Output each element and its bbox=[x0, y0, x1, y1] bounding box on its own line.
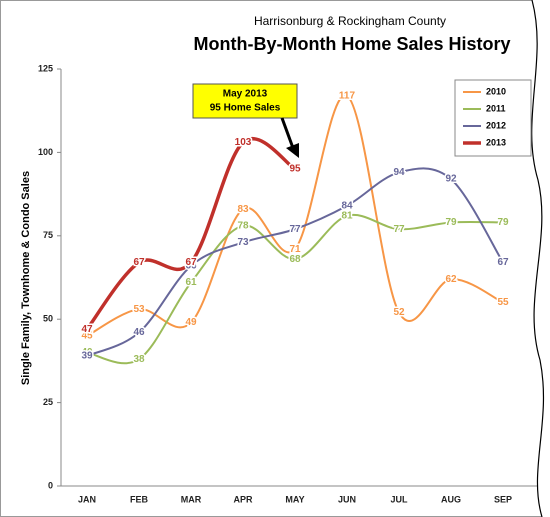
legend-label: 2011 bbox=[486, 103, 506, 113]
data-label: 68 bbox=[289, 254, 301, 265]
data-label: 78 bbox=[237, 220, 249, 231]
data-label: 77 bbox=[289, 224, 301, 235]
data-label: 67 bbox=[133, 257, 145, 268]
data-label: 103 bbox=[235, 137, 252, 148]
annotation-box bbox=[192, 83, 298, 119]
x-tick-label: JAN bbox=[78, 494, 96, 504]
data-label: 94 bbox=[393, 167, 405, 178]
data-label: 55 bbox=[497, 297, 509, 308]
data-label: 38 bbox=[133, 354, 145, 365]
y-tick-label: 50 bbox=[43, 314, 53, 324]
x-tick-label: MAR bbox=[181, 494, 202, 504]
data-label: 53 bbox=[133, 304, 145, 315]
data-label: 73 bbox=[237, 237, 249, 248]
data-label: 117 bbox=[339, 90, 356, 101]
data-label: 67 bbox=[185, 257, 197, 268]
x-tick-label: AUG bbox=[441, 494, 461, 504]
data-label: 81 bbox=[341, 210, 353, 221]
data-label: 66 bbox=[185, 260, 197, 271]
data-label: 67 bbox=[497, 257, 509, 268]
data-label: 83 bbox=[237, 204, 249, 215]
series-line bbox=[86, 167, 504, 357]
annotation-arrow bbox=[280, 117, 295, 149]
data-label: 40 bbox=[81, 347, 93, 358]
y-axis-label: Single Family, Townhome & Condo Sales bbox=[20, 171, 32, 385]
data-label: 47 bbox=[81, 324, 93, 335]
data-label: 84 bbox=[341, 200, 353, 211]
x-tick-label: SEP bbox=[494, 494, 512, 504]
annotation-text: May 2013 bbox=[223, 89, 268, 100]
torn-edge-line bbox=[531, 0, 545, 517]
data-label: 77 bbox=[393, 224, 405, 235]
y-tick-label: 75 bbox=[43, 230, 53, 240]
annotation-text: 95 Home Sales bbox=[210, 103, 281, 114]
plot: 45 53 49 83 71 117 52 62 55 40 38 61 78 68 81 77 79 79 39 4… bbox=[57, 68, 540, 487]
x-tick-label: FEB bbox=[130, 494, 149, 504]
data-label: 95 bbox=[289, 164, 301, 175]
series-line bbox=[86, 94, 504, 337]
data-label: 61 bbox=[185, 277, 197, 288]
data-label: 71 bbox=[289, 244, 301, 255]
data-label: 79 bbox=[497, 217, 509, 228]
data-label: 49 bbox=[185, 317, 197, 328]
annotation-arrowhead bbox=[286, 143, 299, 158]
legend-label: 2013 bbox=[486, 137, 506, 147]
data-label: 92 bbox=[445, 174, 457, 185]
data-label: 46 bbox=[133, 327, 145, 338]
x-tick-label: APR bbox=[233, 494, 253, 504]
data-label: 79 bbox=[445, 217, 457, 228]
torn-edge bbox=[531, 0, 550, 517]
data-label: 62 bbox=[445, 274, 457, 285]
x-tick-label: MAY bbox=[285, 494, 304, 504]
data-label: 52 bbox=[393, 307, 405, 318]
chart-subtitle: Harrisonburg & Rockingham County bbox=[254, 14, 446, 28]
y-tick-label: 100 bbox=[38, 147, 53, 157]
legend-label: 2010 bbox=[486, 86, 506, 96]
x-tick-label: JUL bbox=[390, 494, 408, 504]
series-line bbox=[86, 213, 504, 365]
data-label: 39 bbox=[81, 351, 93, 362]
y-tick-label: 125 bbox=[38, 63, 53, 73]
y-tick-label: 0 bbox=[48, 480, 53, 490]
series-line bbox=[85, 137, 297, 331]
legend-label: 2012 bbox=[486, 120, 506, 130]
chart-title: Month-By-Month Home Sales History bbox=[193, 34, 510, 54]
data-label: 45 bbox=[81, 331, 93, 342]
y-tick-label: 25 bbox=[43, 397, 53, 407]
x-tick-label: JUN bbox=[338, 494, 356, 504]
